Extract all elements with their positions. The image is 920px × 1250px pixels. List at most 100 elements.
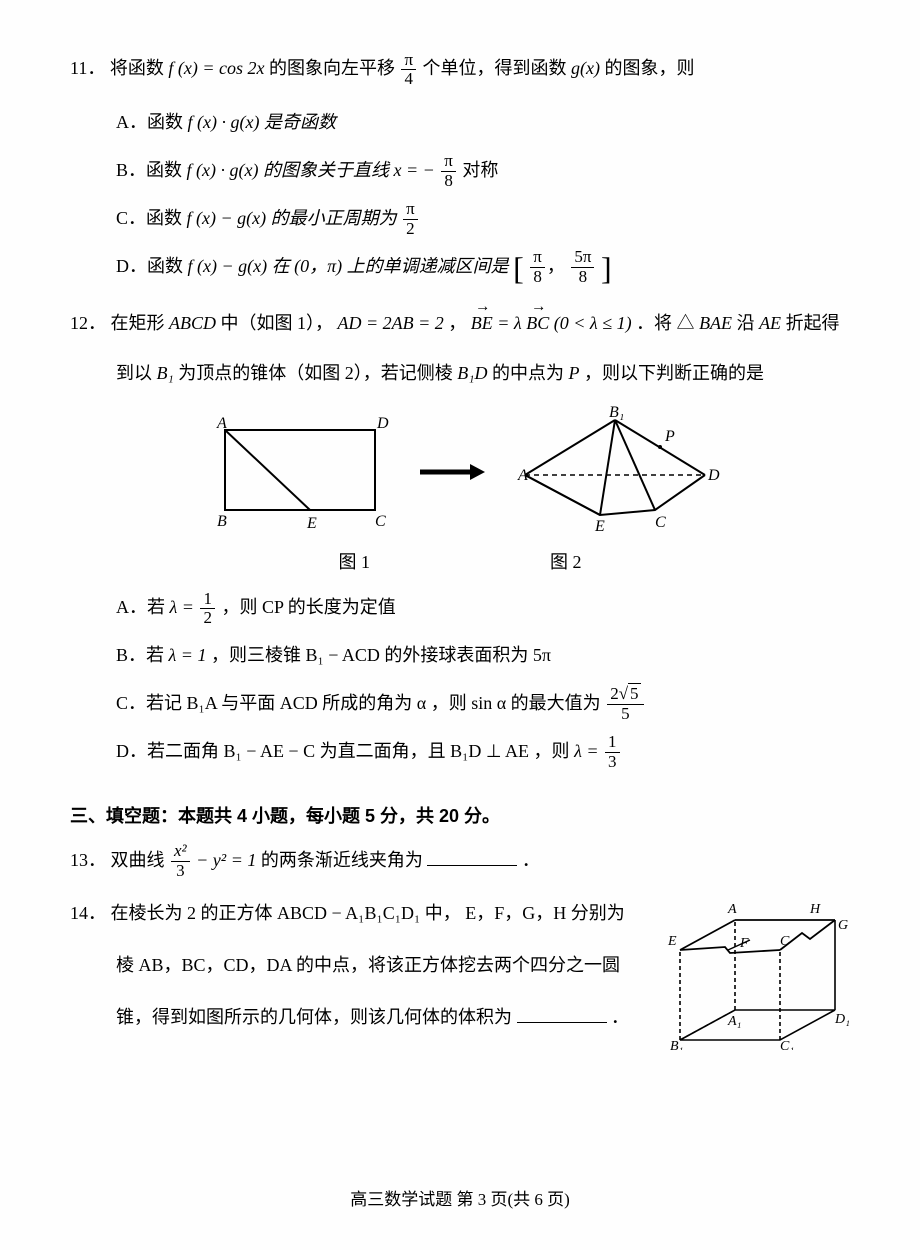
q14-number: 14．	[70, 903, 106, 923]
q13-num: x²	[171, 842, 190, 862]
q12-C-mid: B₁A 与平面 ACD 所成的角为 α ，则 sin α 的最大值为	[187, 693, 606, 713]
q12-B-eq: λ = 1	[169, 645, 207, 665]
fig-cube-F: F	[739, 936, 749, 951]
fig1-E: E	[306, 515, 317, 532]
q14: A H E F G C A₁ B₁ C₁ D₁ 14． 在棱长为 2 的正方体 …	[70, 895, 850, 1050]
left-bracket-icon: [	[513, 250, 524, 286]
q12-B-tail: ，则三棱锥 B₁ − ACD 的外接球表面积为 5π	[211, 645, 551, 665]
q12-A-num: 1	[200, 590, 215, 610]
q12-D-num: 1	[605, 733, 620, 753]
q12-figure-2: A B₁ P D E C	[505, 405, 725, 540]
fig-cube-A: A	[727, 902, 737, 917]
q11-stem-b: 的图象向左平移	[269, 58, 400, 78]
q12-figures: A D B E C A B₁ P D E C	[70, 405, 850, 540]
q11-D-mid: f (x) − g(x) 在 (0，π) 上的单调递减区间是	[188, 256, 514, 276]
q11-C-frac: π 2	[403, 200, 418, 238]
q11-B-mid: f (x) · g(x) 的图象关于直线	[187, 160, 394, 180]
q12-C-den: 5	[607, 705, 643, 724]
q12-A-lead: A．若	[116, 597, 170, 617]
q11-A-lead: A．函数	[116, 112, 188, 132]
q11-C-lead: C．函数	[116, 208, 187, 228]
q11-A-body: f (x) · g(x) 是奇函数	[188, 112, 336, 132]
q12-ABCD: ABCD	[169, 313, 216, 333]
q12-number: 12．	[70, 313, 106, 333]
q12-B-lead: B．若	[116, 645, 169, 665]
q12-D-frac: 1 3	[605, 733, 620, 771]
q12-B1: B₁	[157, 363, 174, 383]
q12-stem-b: 中（如图 1），	[221, 313, 338, 333]
right-bracket-icon: ]	[601, 250, 612, 286]
q11-B-frac: π 8	[441, 152, 456, 190]
q11-B-den: 8	[441, 172, 456, 191]
q11-D-lead: D．函数	[116, 256, 188, 276]
q12-eq1: AD = 2AB = 2	[338, 313, 444, 333]
q11-C-mid: f (x) − g(x) 的最小正周期为	[187, 208, 402, 228]
q14-line3-a: 锥，得到如图所示的几何体，则该几何体的体积为	[116, 1007, 512, 1027]
fig2-B1: B₁	[609, 405, 624, 421]
q11-gx: g(x)	[571, 58, 600, 78]
fig-cube-H: H	[809, 902, 821, 917]
section-3-heading: 三、填空题：本题共 4 小题，每小题 5 分，共 20 分。	[70, 802, 850, 828]
q12-l2-c: 的中点为	[492, 363, 569, 383]
q11-A: A．函数 f (x) · g(x) 是奇函数	[116, 103, 850, 143]
q11-stem-a: 将函数	[110, 58, 169, 78]
fig1-B: B	[217, 513, 227, 530]
q11-D-a-num: π	[530, 248, 545, 268]
arrow-icon	[415, 452, 485, 492]
q12-options: A．若 λ = 1 2 ，则 CP 的长度为定值 B．若 λ = 1 ，则三棱锥…	[70, 588, 850, 772]
q12-D-eq: λ =	[574, 741, 603, 761]
q11-fx: f (x) = cos 2x	[168, 58, 264, 78]
q12-line2: 到以 B₁ 为顶点的锥体（如图 2），若记侧棱 B₁D 的中点为 P ，则以下判…	[70, 355, 850, 391]
fig-cube-A1: A₁	[727, 1014, 741, 1029]
q14-figure: A H E F G C A₁ B₁ C₁ D₁	[650, 895, 850, 1050]
q12-stem-f: 折起得	[786, 313, 840, 333]
q11-D-b-den: 8	[571, 268, 594, 287]
q12-C: C．若记 B₁A 与平面 ACD 所成的角为 α ，则 sin α 的最大值为 …	[116, 684, 850, 724]
q11-C-num: π	[403, 200, 418, 220]
q12-stem-d: ．将 △	[636, 313, 695, 333]
q13-stem-a: 双曲线	[111, 850, 170, 870]
q13-frac: x² 3	[171, 842, 190, 880]
q12-l2-b: 为顶点的锥体（如图 2），若记侧棱	[178, 363, 457, 383]
q12-A-den: 2	[200, 609, 215, 628]
q12-stem-c: ，	[448, 313, 471, 333]
q11-B-num: π	[441, 152, 456, 172]
q12-fig-captions: 图 1 图 2	[70, 548, 850, 574]
page-footer: 高三数学试题 第 3 页(共 6 页)	[0, 1185, 920, 1210]
q12-vec-BE: BE	[471, 305, 493, 341]
q14-line3-b: ．	[611, 1007, 629, 1027]
q11-C-den: 2	[403, 220, 418, 239]
fig-cube-C1: C₁	[780, 1039, 794, 1050]
q11-B-tail: 对称	[462, 160, 498, 180]
fig2-caption: 图 2	[550, 548, 582, 574]
fig-cube-D1: D₁	[834, 1012, 850, 1027]
q13: 13． 双曲线 x² 3 − y² = 1 的两条渐近线夹角为 ．	[70, 842, 850, 881]
q14-line1: 在棱长为 2 的正方体 ABCD − A₁B₁C₁D₁ 中， E，F，G，H 分…	[111, 903, 625, 923]
q12: 12． 在矩形 ABCD 中（如图 1）， AD = 2AB = 2 ， BE …	[70, 305, 850, 341]
q12-P: P	[569, 363, 580, 383]
q12-D: D．若二面角 B₁ − AE − C 为直二面角，且 B₁D ⊥ AE ，则 λ…	[116, 732, 850, 772]
q12-D-mid: B₁ − AE − C 为直二面角，且 B₁D ⊥ AE ，则	[224, 741, 575, 761]
q14-blank	[517, 1004, 607, 1023]
q12-BAE: BAE	[699, 313, 732, 333]
fig2-A: A	[517, 467, 528, 484]
fig2-P: P	[664, 428, 675, 445]
q13-mid: − y² = 1	[196, 850, 256, 870]
q13-stem-b: 的两条渐近线夹角为	[261, 850, 423, 870]
q12-stem-a: 在矩形	[111, 313, 170, 333]
q11-B: B．函数 f (x) · g(x) 的图象关于直线 x = − π 8 对称	[116, 151, 850, 191]
q11-C: C．函数 f (x) − g(x) 的最小正周期为 π 2	[116, 199, 850, 239]
fig-cube-G: G	[838, 918, 848, 933]
q11-D-frac-b: 5π 8	[571, 248, 594, 286]
q12-A-frac: 1 2	[200, 590, 215, 628]
q11-B-eq: x = −	[393, 160, 434, 180]
q13-den: 3	[171, 862, 190, 881]
q11-stem-c: 个单位，得到函数	[423, 58, 572, 78]
q12-range: (0 < λ ≤ 1)	[554, 313, 632, 333]
fig1-caption: 图 1	[339, 548, 371, 574]
q11-D-b-num: 5π	[571, 248, 594, 268]
q12-C-num: 2√5	[607, 685, 643, 705]
q13-blank	[427, 847, 517, 866]
q14-line2: 棱 AB，BC，CD，DA 的中点，将该正方体挖去两个四分之一圆	[116, 955, 620, 975]
q11-D-a-den: 8	[530, 268, 545, 287]
